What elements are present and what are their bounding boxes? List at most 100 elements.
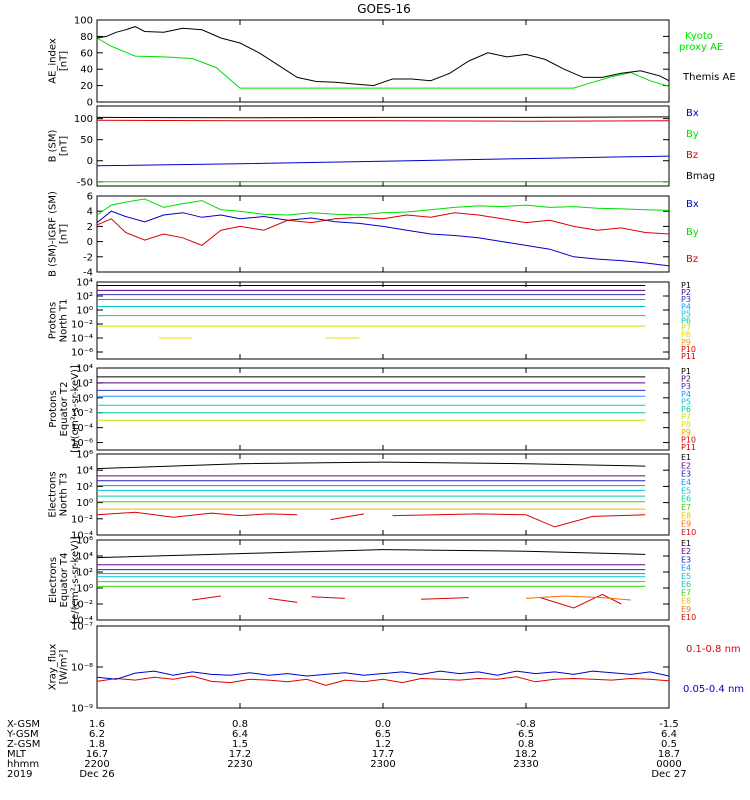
ephemeris-value: 6.4 — [232, 729, 248, 740]
panel-frame — [96, 539, 670, 621]
series-line-e1 — [96, 461, 646, 470]
y-tick-label: 10⁰ — [76, 584, 93, 595]
channel-legend-p1: P1 — [681, 367, 691, 376]
ephemeris-value: 2330 — [513, 759, 538, 770]
channel-legend-p5: P5 — [681, 397, 691, 406]
panel-b-minus-igrf: -4 -2 0 2 4 6 B (SM)-IGRF (SM) [nT] Bx By Bz — [48, 191, 699, 278]
y-tick-label: 10⁻² — [71, 320, 93, 331]
ephemeris-value: 18.7 — [658, 749, 680, 760]
y-tick-label: 80 — [80, 32, 93, 43]
channel-legend-p2: P2 — [681, 375, 691, 384]
ephemeris-row-label: X-GSM — [7, 719, 40, 730]
channel-legend-e2: E2 — [681, 461, 691, 470]
y-tick-label: 100 — [74, 114, 93, 125]
ephemeris-value: 2230 — [227, 759, 252, 770]
y-tick-label: 50 — [80, 135, 93, 146]
y-axis-label: North T1 — [59, 299, 70, 343]
y-axis-label: B (SM)-IGRF (SM) — [48, 191, 59, 277]
legend-b-3: Bmag — [686, 171, 715, 182]
ephemeris-value: Dec 27 — [651, 769, 686, 780]
channel-legend-p4: P4 — [681, 390, 691, 399]
series-line-e10 — [268, 597, 298, 603]
legend-db-2: Bz — [686, 254, 698, 265]
channel-legend-p6: P6 — [681, 317, 691, 326]
y-axis-label: Equator T4 — [59, 553, 70, 608]
series-line-e10 — [392, 513, 646, 528]
ephemeris-value: 1.8 — [89, 739, 105, 750]
y-tick-label: 20 — [80, 81, 93, 92]
panel-frame — [96, 625, 670, 709]
panel-frame — [96, 281, 670, 360]
ephemeris-value: 1.2 — [375, 739, 391, 750]
y-tick-label: 10⁻⁹ — [71, 704, 93, 715]
legend-ae-0: Kyoto — [685, 31, 713, 42]
channel-legend-e5: E5 — [681, 486, 691, 495]
channel-legend-e10: E10 — [681, 528, 696, 537]
y-tick-label: 10⁰ — [76, 306, 93, 317]
panel-electrons-equator-t4: 10⁶ 10⁴ 10² 10⁰ 10⁻² 10⁻⁴ Electrons Equator T4[… — [48, 536, 696, 627]
ephemeris-value: 2200 — [84, 759, 109, 770]
channel-legend-e9: E9 — [681, 605, 691, 614]
series-line-e10 — [540, 593, 622, 609]
y-axis-label: Protons — [48, 302, 59, 339]
y-tick-label: 10⁻⁴ — [71, 334, 93, 345]
panel-frame — [96, 19, 670, 103]
channel-legend-p6: P6 — [681, 405, 691, 414]
channel-legend-p11: P11 — [681, 352, 696, 361]
ephemeris-value: 6.2 — [89, 729, 105, 740]
channel-legend-e4: E4 — [681, 564, 691, 573]
series-line-e10 — [330, 513, 364, 521]
y-tick-label: 10⁻⁶ — [71, 438, 93, 449]
y-tick-label: 10² — [76, 568, 93, 579]
series-line-0-1-0-8-nm — [96, 675, 670, 686]
ephemeris-value: 16.7 — [86, 749, 108, 760]
ephemeris-value: 6.4 — [661, 729, 677, 740]
series-line-e10 — [311, 596, 345, 599]
y-axis-label: [nT] — [59, 136, 70, 156]
y-tick-label: 0 — [87, 237, 93, 248]
y-tick-label: 10⁻² — [71, 514, 93, 525]
series-line-e9 — [525, 595, 631, 601]
y-tick-label: 40 — [80, 65, 93, 76]
panel-frame — [96, 367, 670, 451]
channel-legend-e1: E1 — [681, 539, 691, 548]
y-tick-label: 6 — [87, 192, 93, 203]
y-axis-label: AE_index — [48, 38, 59, 84]
y-axis-label: North T3 — [59, 473, 70, 517]
ephemeris-value: 1.5 — [232, 739, 248, 750]
y-axis-label: Protons — [48, 390, 59, 427]
legend-xray-0: 0.1-0.8 nm — [686, 644, 741, 655]
ephemeris-value: 0.8 — [232, 719, 248, 730]
channel-legend-e5: E5 — [681, 572, 691, 581]
ephemeris-value: Dec 26 — [79, 769, 114, 780]
y-axis-label: Electrons — [48, 471, 59, 517]
ephemeris-value: 0.8 — [518, 739, 534, 750]
channel-legend-p2: P2 — [681, 288, 691, 297]
y-tick-label: 100 — [74, 16, 93, 27]
channel-legend-e7: E7 — [681, 588, 691, 597]
y-tick-label: 10⁻⁴ — [71, 616, 93, 627]
channel-legend-e3: E3 — [681, 470, 691, 479]
ephemeris-row-label: Z-GSM — [7, 739, 40, 750]
legend-b-2: Bz — [686, 150, 698, 161]
y-tick-label: -4 — [83, 268, 93, 279]
y-axis-label: B (SM) — [48, 129, 59, 162]
y-axis-label: [p/(cm²-s-sr-keV)] — [70, 365, 81, 453]
y-tick-label: 60 — [80, 48, 93, 59]
series-line-themis-ae — [96, 26, 670, 87]
y-tick-label: 10⁻⁷ — [71, 622, 93, 633]
channel-legend-p11: P11 — [681, 443, 696, 452]
ephemeris-value: 6.5 — [375, 729, 391, 740]
y-tick-label: 10⁻⁴ — [71, 531, 93, 542]
y-axis-label: [W/m²] — [59, 649, 70, 684]
ephemeris-value: 0.0 — [375, 719, 391, 730]
panel-b-sm: -50 0 50 100 B (SM) [nT] Bx By Bz Bmag — [48, 105, 715, 188]
series-line-bx — [96, 210, 670, 267]
ephemeris-row-label: hhmm — [7, 759, 39, 770]
y-tick-label: -2 — [83, 252, 93, 263]
y-tick-label: 10⁴ — [76, 552, 93, 563]
ephemeris-row-label: 2019 — [7, 769, 32, 780]
